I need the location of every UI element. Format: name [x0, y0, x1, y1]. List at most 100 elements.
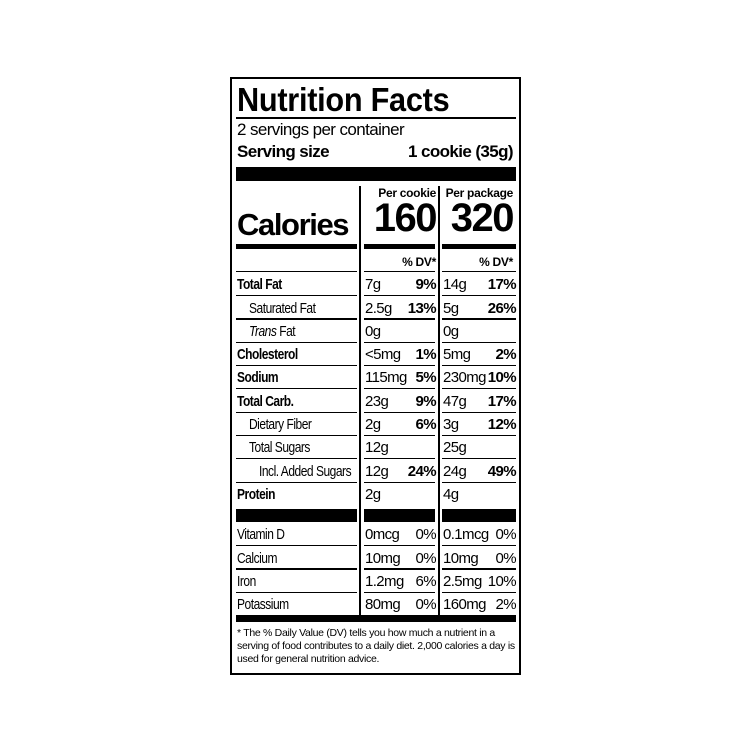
row-divider — [236, 295, 357, 297]
per-package-amount: 14g — [443, 276, 467, 294]
serving-size-value: 1 cookie (35g) — [408, 142, 514, 161]
nutrient-row: Total Carb. 23g 9% 47g 17% — [232, 390, 519, 413]
per-cookie-dv: 9% — [415, 392, 437, 410]
per-cookie-dv: 24% — [407, 462, 437, 480]
row-divider — [236, 568, 357, 570]
nutrient-row: Incl. Added Sugars 12g 24% 24g 49% — [232, 459, 519, 483]
per-package-amount: 47g — [443, 392, 467, 410]
row-divider — [442, 458, 516, 460]
calories-label: Calories — [237, 207, 350, 242]
row-divider — [236, 458, 357, 460]
row-divider — [364, 591, 435, 593]
row-divider — [442, 295, 516, 297]
nutrient-row: Saturated Fat 2.5g 13% 5g 26% — [232, 296, 519, 320]
row-divider — [364, 434, 435, 437]
per-cookie-dv: 5% — [415, 369, 437, 387]
row-divider — [442, 434, 516, 437]
row-divider — [364, 458, 435, 460]
per-cookie-dv: 0% — [415, 596, 437, 614]
per-package-amount: 0.1mcg — [443, 526, 489, 544]
per-cookie-dv: 13% — [407, 299, 437, 317]
row-divider — [236, 318, 357, 320]
row-divider — [364, 365, 435, 367]
row-divider — [442, 591, 516, 593]
thick-divider — [236, 244, 357, 249]
row-divider — [442, 545, 516, 547]
nutrient-name: Saturated Fat — [249, 299, 316, 317]
per-cookie-amount: 10mg — [365, 549, 401, 567]
per-package-header: Per package — [445, 186, 514, 200]
nutrient-name: Total Carb. — [237, 392, 294, 410]
serving-size-label: Serving size — [237, 142, 330, 161]
per-package-dv: 10% — [487, 369, 517, 387]
per-cookie-dv: 6% — [415, 572, 437, 590]
nutrient-row: Trans Fat 0g 0g — [232, 320, 519, 343]
nutrient-name: Cholesterol — [237, 346, 298, 364]
thick-divider — [236, 167, 516, 181]
per-package-dv: 12% — [487, 416, 517, 434]
per-package-amount: 10mg — [443, 549, 479, 567]
per-cookie-dv: 1% — [415, 346, 437, 364]
per-package-amount: 5g — [443, 299, 459, 317]
per-cookie-amount: 2.5g — [365, 299, 392, 317]
nutrient-name: Potassium — [237, 596, 289, 614]
per-package-amount: 0g — [443, 322, 459, 340]
nutrient-row: Sodium 115mg 5% 230mg 10% — [232, 366, 519, 390]
per-cookie-amount: 2g — [365, 485, 381, 503]
servings-per-container: 2 servings per container — [237, 120, 405, 139]
row-divider — [364, 295, 435, 297]
dv-header: % DV* — [479, 255, 513, 269]
row-divider — [236, 388, 357, 390]
row-divider — [364, 341, 435, 343]
per-package-amount: 2.5mg — [443, 572, 482, 590]
row-divider — [236, 434, 357, 437]
divider — [236, 271, 357, 273]
nutrient-name: Protein — [237, 485, 275, 503]
nutrient-row: Total Sugars 12g 25g — [232, 436, 519, 460]
nutrient-row: Dietary Fiber 2g 6% 3g 12% — [232, 413, 519, 437]
per-package-amount: 24g — [443, 462, 467, 480]
divider — [364, 271, 435, 273]
nutrient-name: Trans Fat — [249, 322, 296, 340]
row-divider — [236, 341, 357, 343]
per-cookie-amount: 0g — [365, 322, 381, 340]
row-divider — [442, 365, 516, 367]
per-package-dv: 26% — [487, 299, 517, 317]
calories-per-cookie: 160 — [373, 196, 438, 240]
nutrient-row: Protein 2g 4g — [232, 483, 519, 506]
per-package-amount: 160mg — [443, 596, 486, 614]
row-divider — [442, 481, 516, 483]
daily-value-footnote: * The % Daily Value (DV) tells you how m… — [237, 627, 515, 665]
per-package-dv: 49% — [487, 462, 517, 480]
nutrient-name: Total Sugars — [249, 439, 310, 457]
row-divider — [442, 341, 516, 343]
per-cookie-amount: 12g — [365, 439, 389, 457]
row-divider — [442, 318, 516, 320]
row-divider — [236, 365, 357, 367]
per-cookie-header: Per cookie — [378, 186, 436, 200]
row-divider — [442, 568, 516, 570]
per-package-amount: 4g — [443, 485, 459, 503]
row-divider — [364, 481, 435, 483]
row-divider — [442, 411, 516, 413]
thick-divider — [364, 509, 435, 522]
per-package-dv: 17% — [487, 392, 517, 410]
nutrient-name: Dietary Fiber — [249, 416, 312, 434]
per-cookie-amount: 0mcg — [365, 526, 400, 544]
per-package-dv: 2% — [495, 346, 517, 364]
calories-per-package: 320 — [450, 196, 515, 240]
per-cookie-amount: 1.2mg — [365, 572, 404, 590]
row-divider — [364, 568, 435, 570]
divider — [236, 117, 516, 119]
thick-divider — [236, 615, 516, 622]
nutrient-row: Calcium 10mg 0% 10mg 0% — [232, 546, 519, 570]
per-cookie-amount: 7g — [365, 276, 381, 294]
per-cookie-amount: <5mg — [365, 346, 401, 364]
thick-divider — [236, 509, 357, 522]
nutrient-name: Iron — [237, 572, 256, 590]
per-package-amount: 230mg — [443, 369, 486, 387]
nutrient-name: Sodium — [237, 369, 279, 387]
column-divider — [359, 186, 361, 616]
per-cookie-amount: 80mg — [365, 596, 401, 614]
dv-header: % DV* — [402, 255, 436, 269]
